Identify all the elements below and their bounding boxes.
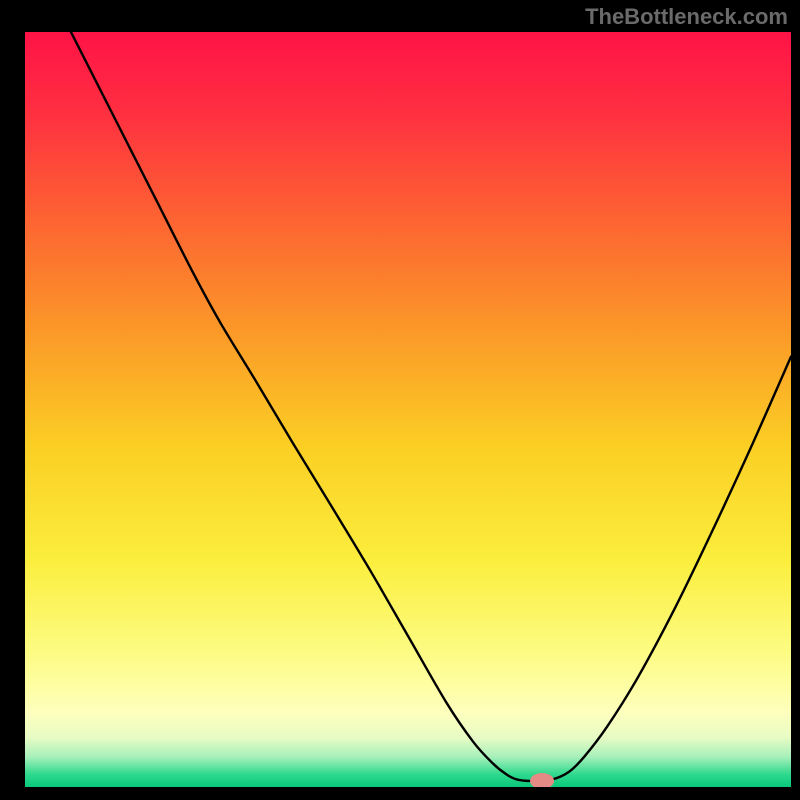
plot-svg: [25, 32, 791, 787]
chart-frame: TheBottleneck.com: [0, 0, 800, 800]
plot-area: [25, 32, 791, 787]
gradient-background: [25, 32, 791, 787]
watermark-text: TheBottleneck.com: [585, 4, 788, 30]
